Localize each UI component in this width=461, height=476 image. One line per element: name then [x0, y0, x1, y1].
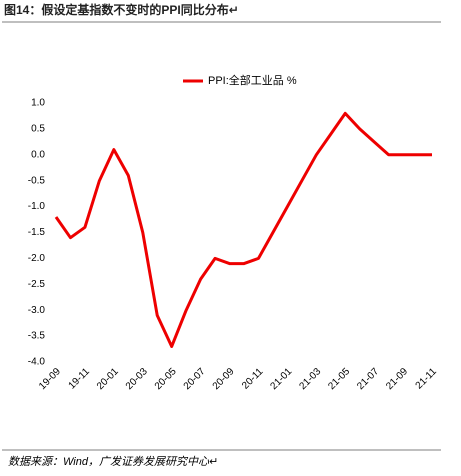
chart-title: 图14：假设定基指数不变时的PPI同比分布↵	[4, 2, 239, 17]
legend-label: PPI:全部工业品 %	[208, 73, 297, 87]
x-tick-label: 20-11	[240, 366, 266, 392]
y-tick-label: -3.5	[28, 331, 46, 342]
x-tick-label: 20-01	[95, 366, 121, 392]
x-tick-label: 21-11	[414, 366, 440, 392]
x-tick-label: 20-03	[124, 366, 150, 392]
y-tick-label: -3.0	[28, 305, 46, 316]
x-tick-label: 21-07	[355, 366, 381, 392]
y-tick-label: -0.5	[28, 175, 46, 186]
y-tick-label: -2.0	[28, 253, 46, 264]
y-tick-label: 0.0	[31, 149, 45, 160]
source: 数据来源：Wind，广发证券发展研究中心↵	[8, 455, 218, 468]
y-tick-label: -4.0	[28, 357, 46, 368]
x-tick-label: 20-09	[211, 366, 237, 392]
x-tick-label: 21-09	[384, 366, 410, 392]
y-tick-label: -1.0	[28, 201, 46, 212]
y-tick-label: 1.0	[31, 98, 45, 109]
x-tick-label: 19-11	[67, 366, 93, 392]
y-tick-label: 0.5	[31, 124, 45, 135]
x-tick-label: 20-05	[153, 366, 179, 392]
y-tick-label: -2.5	[28, 279, 46, 290]
x-tick-label: 20-07	[182, 366, 208, 392]
x-tick-label: 19-09	[37, 366, 63, 392]
line-series	[54, 111, 432, 348]
x-tick-label: 21-05	[326, 366, 352, 392]
y-tick-label: -1.5	[28, 227, 46, 238]
x-tick-label: 21-03	[297, 366, 323, 392]
x-tick-label: 21-01	[269, 366, 295, 392]
